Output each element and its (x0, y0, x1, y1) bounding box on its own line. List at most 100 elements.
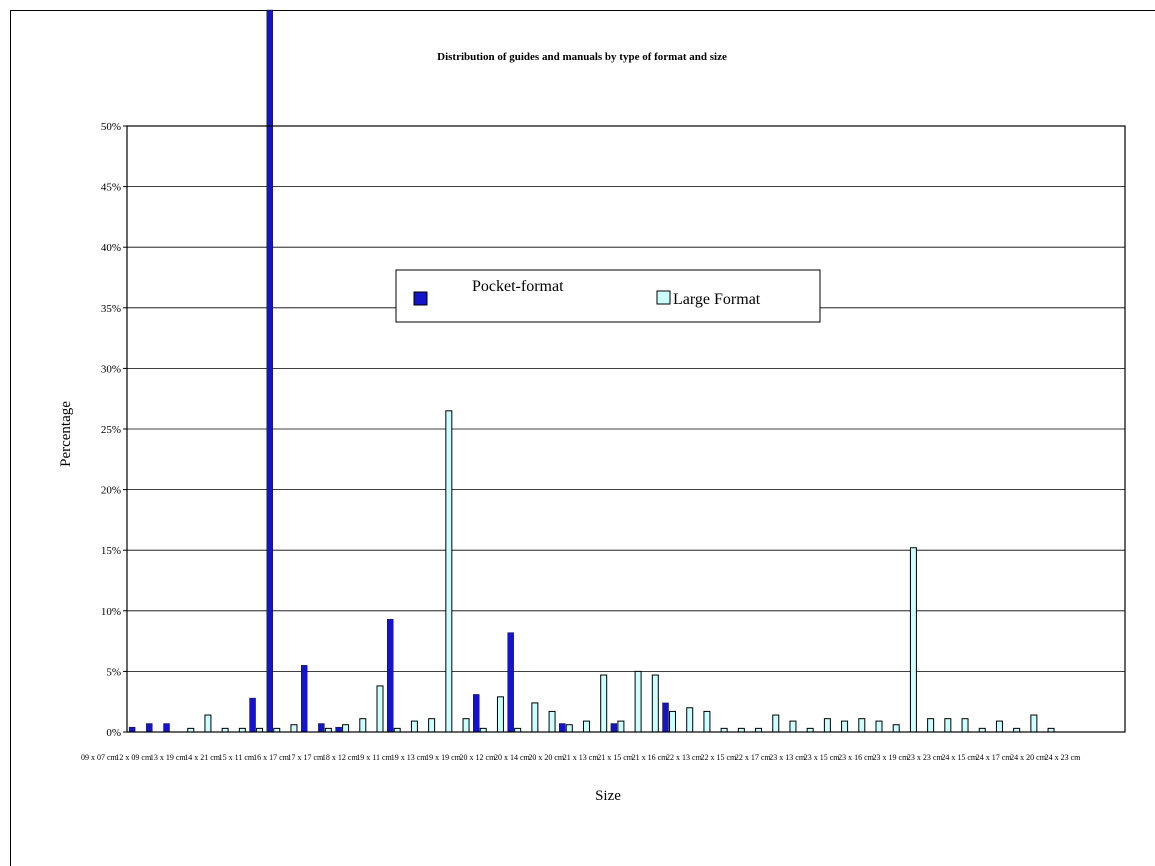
x-tick-label: 24 x 23 cm (1045, 753, 1082, 762)
bar-pocket (318, 723, 325, 733)
bar-large (892, 724, 900, 733)
x-tick-label: 13 x 19 cm (150, 753, 187, 762)
plot-area (126, 125, 1126, 733)
y-axis-ticks: 0% 5% 10% 15% 20% 25% 30% 35% 40% 45% 50% (101, 121, 127, 739)
bar-large (686, 707, 694, 733)
x-tick-label: 21 x 15 cm (597, 753, 634, 762)
bar-pocket (559, 723, 566, 733)
bar-pocket (473, 694, 480, 733)
x-tick-label: 23 x 19 cm (873, 753, 910, 762)
y-tick-label: 5% (106, 666, 121, 678)
y-tick-label: 40% (101, 242, 121, 254)
y-tick-label: 15% (101, 545, 121, 557)
bar-large (617, 720, 625, 733)
legend-label-pocket: Pocket-format (472, 278, 564, 295)
bar-large (462, 718, 470, 733)
x-tick-label: 23 x 13 cm (769, 753, 806, 762)
x-tick-label: 22 x 15 cm (700, 753, 737, 762)
bar-large (703, 710, 711, 733)
y-tick-label: 10% (101, 606, 121, 618)
bar-large (428, 718, 436, 733)
bar-large (290, 724, 298, 733)
bar-large (823, 718, 831, 733)
bar-large (600, 674, 608, 733)
bar-large (909, 547, 917, 733)
bar-large (410, 720, 418, 733)
y-tick-label: 30% (101, 363, 121, 375)
bar-pocket (249, 697, 256, 733)
bar-pocket (163, 723, 170, 733)
bar-large (634, 670, 642, 733)
bar-large (445, 410, 453, 733)
bar-large (582, 720, 590, 733)
legend-swatch-large (656, 290, 671, 305)
bar-large (875, 720, 883, 733)
bar-large (204, 714, 212, 733)
x-tick-label: 20 x 14 cm (494, 753, 531, 762)
y-tick-label: 0% (106, 727, 121, 739)
x-tick-label: 19 x 13 cm (391, 753, 428, 762)
bar-large (841, 720, 849, 733)
x-tick-label: 21 x 13 cm (563, 753, 600, 762)
chart-frame (10, 10, 1155, 866)
bar-pocket (662, 702, 669, 733)
bar-large (669, 710, 677, 733)
legend-swatch-pocket (413, 291, 428, 306)
x-tick-label: 19 x 19 cm (425, 753, 462, 762)
x-tick-label: 24 x 17 cm (976, 753, 1013, 762)
x-tick-label: 24 x 20 cm (1010, 753, 1047, 762)
y-tick-label: 50% (101, 121, 121, 133)
bar-large (961, 718, 969, 733)
x-tick-label: 19 x 11 cm (356, 753, 392, 762)
x-tick-label: 21 x 16 cm (632, 753, 669, 762)
bar-large (565, 724, 573, 733)
x-tick-label: 12 x 09 cm (115, 753, 152, 762)
legend-label-large: Large Format (673, 291, 761, 308)
bar-large (342, 724, 350, 733)
x-tick-label: 16 x 17 cm (253, 753, 290, 762)
x-axis-label: Size (595, 788, 621, 804)
legend: Pocket-format Large Format (395, 269, 821, 323)
bar-large (927, 718, 935, 733)
y-tick-label: 45% (101, 182, 121, 194)
bar-pocket (610, 723, 618, 733)
y-tick-label: 20% (101, 485, 121, 497)
x-tick-label: 14 x 21 cm (184, 753, 221, 762)
x-tick-label: 23 x 15 cm (804, 753, 841, 762)
bar-large (376, 685, 384, 733)
gridlines (127, 125, 1125, 733)
x-tick-label: 22 x 13 cm (666, 753, 703, 762)
x-tick-label: 09 x 07 cm (81, 753, 118, 762)
bar-large (789, 720, 797, 733)
bar-pocket (266, 9, 273, 733)
bar-pocket (128, 726, 136, 733)
bars (128, 9, 1055, 733)
bar-pocket (335, 726, 342, 733)
x-tick-label: 24 x 15 cm (941, 753, 978, 762)
legend-box (395, 269, 821, 323)
bar-large (496, 696, 504, 733)
bar-pocket (300, 665, 308, 733)
bar-large (1030, 714, 1038, 733)
y-tick-label: 35% (101, 303, 121, 315)
x-tick-label: 20 x 20 cm (528, 753, 565, 762)
x-tick-label: 23 x 16 cm (838, 753, 875, 762)
bar-pocket (507, 632, 514, 733)
bar-large (858, 718, 866, 733)
bar-large (651, 674, 659, 733)
y-tick-label: 25% (101, 424, 121, 436)
bar-large (548, 710, 556, 733)
chart-title: Distribution of guides and manuals by ty… (437, 51, 727, 63)
bar-pocket (146, 723, 153, 733)
bar-large (772, 714, 780, 733)
bar-large (944, 718, 952, 733)
bar-pocket (387, 619, 394, 733)
x-tick-label: 20 x 12 cm (460, 753, 497, 762)
x-tick-label: 15 x 11 cm (219, 753, 255, 762)
x-tick-label: 17 x 17 cm (287, 753, 324, 762)
y-axis-label: Percentage (58, 401, 74, 467)
x-tick-label: 18 x 12 cm (322, 753, 359, 762)
x-tick-label: 22 x 17 cm (735, 753, 772, 762)
